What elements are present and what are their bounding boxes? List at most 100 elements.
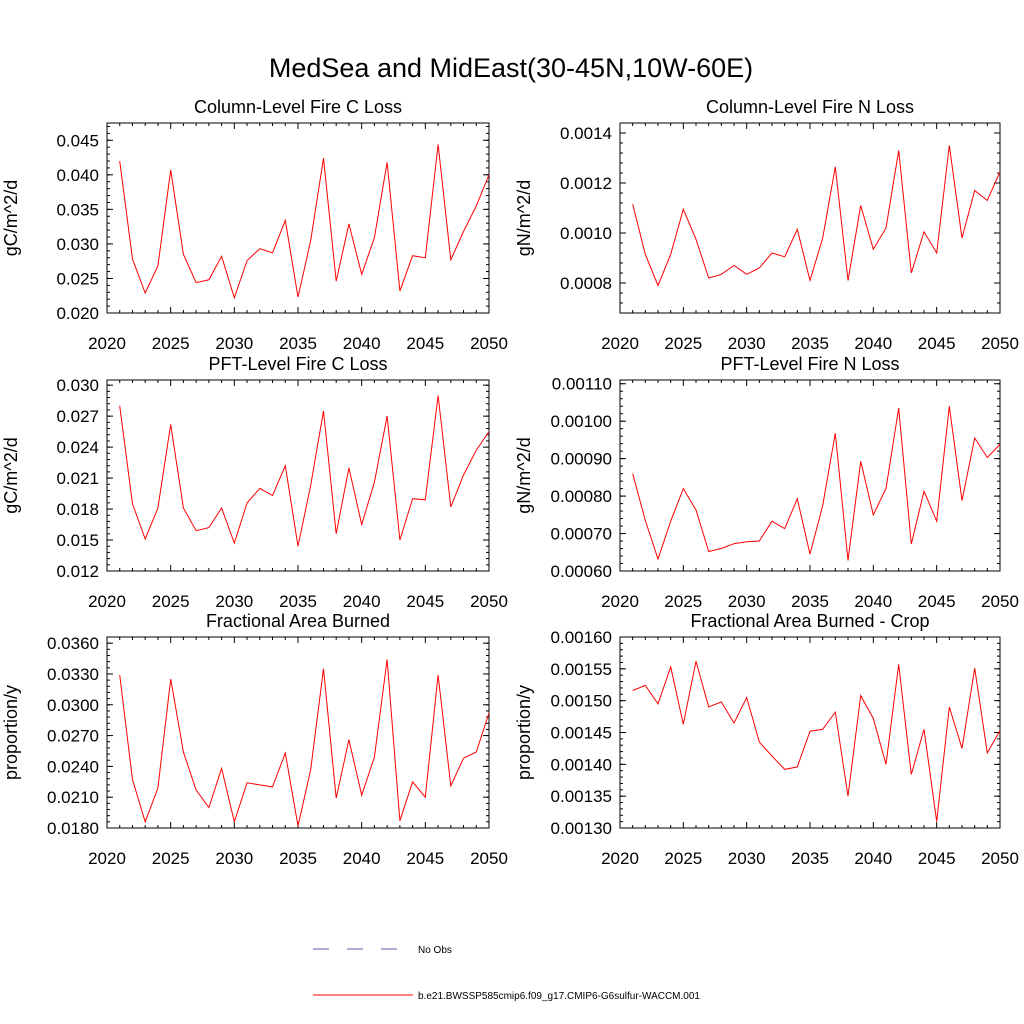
panel-title: Fractional Area Burned bbox=[206, 611, 390, 631]
y-tick-label: 0.0270 bbox=[47, 727, 99, 746]
x-tick-label: 2030 bbox=[728, 849, 766, 868]
y-tick-label: 0.00135 bbox=[551, 787, 612, 806]
x-tick-label: 2020 bbox=[88, 334, 126, 353]
x-tick-label: 2040 bbox=[343, 849, 381, 868]
legend-series-label: b.e21.BWSSP585cmip6.f09_g17.CMIP6-G6sulf… bbox=[418, 991, 700, 1002]
x-tick-label: 2020 bbox=[601, 334, 639, 353]
chart-panel-2: Column-Level Fire N Loss gN/m^2/d 2020 2025… bbox=[514, 97, 1019, 353]
x-tick-label: 2050 bbox=[981, 849, 1019, 868]
x-tick-label: 2035 bbox=[791, 592, 829, 611]
chart-panel-6: Fractional Area Burned - Crop proportion/… bbox=[514, 611, 1019, 868]
x-tick-label: 2040 bbox=[854, 592, 892, 611]
y-axis-label: gC/m^2/d bbox=[1, 180, 21, 256]
panel-title: Fractional Area Burned - Crop bbox=[690, 611, 929, 631]
x-tick-label: 2020 bbox=[88, 592, 126, 611]
panel-title: PFT-Level Fire C Loss bbox=[208, 354, 387, 374]
x-tick-label: 2040 bbox=[854, 849, 892, 868]
y-tick-label: 0.030 bbox=[56, 235, 99, 254]
plot-frame bbox=[619, 379, 1001, 572]
x-tick-label: 2025 bbox=[664, 592, 702, 611]
y-axis-label: gC/m^2/d bbox=[1, 437, 21, 513]
plot-frame bbox=[619, 122, 1001, 314]
y-axis-label: proportion/y bbox=[1, 685, 21, 780]
x-tick-label: 2045 bbox=[406, 592, 444, 611]
y-tick-label: 0.0240 bbox=[47, 757, 99, 776]
y-tick-label: 0.00145 bbox=[551, 724, 612, 743]
x-tick-label: 2025 bbox=[664, 849, 702, 868]
x-tick-label: 2030 bbox=[215, 334, 253, 353]
x-tick-label: 2025 bbox=[152, 592, 190, 611]
chart-panel-4: PFT-Level Fire N Loss gN/m^2/d 2020 2025 203… bbox=[514, 354, 1019, 611]
y-tick-label: 0.0010 bbox=[560, 224, 612, 243]
y-tick-label: 0.0180 bbox=[47, 819, 99, 838]
x-tick-label: 2035 bbox=[279, 592, 317, 611]
panel-title: PFT-Level Fire N Loss bbox=[720, 354, 899, 374]
y-tick-label: 0.020 bbox=[56, 304, 99, 323]
x-tick-label: 2045 bbox=[406, 334, 444, 353]
y-tick-label: 0.00155 bbox=[551, 660, 612, 679]
series-line-1 bbox=[632, 145, 1001, 287]
series-line-1 bbox=[119, 144, 490, 300]
x-tick-label: 2030 bbox=[728, 592, 766, 611]
y-axis-label: proportion/y bbox=[514, 685, 534, 780]
x-tick-label: 2045 bbox=[406, 849, 444, 868]
x-tick-label: 2045 bbox=[918, 849, 956, 868]
x-tick-label: 2035 bbox=[791, 334, 829, 353]
y-tick-label: 0.024 bbox=[56, 438, 99, 457]
x-tick-label: 2025 bbox=[152, 849, 190, 868]
y-tick-label: 0.021 bbox=[56, 469, 99, 488]
panel-title: Column-Level Fire C Loss bbox=[194, 97, 402, 117]
x-tick-label: 2050 bbox=[981, 592, 1019, 611]
x-tick-label: 2030 bbox=[215, 592, 253, 611]
x-tick-label: 2040 bbox=[343, 334, 381, 353]
y-tick-label: 0.00070 bbox=[551, 525, 612, 544]
series-line-1 bbox=[632, 661, 1001, 822]
y-tick-label: 0.0300 bbox=[47, 696, 99, 715]
y-tick-label: 0.030 bbox=[56, 376, 99, 395]
series-line-1 bbox=[119, 659, 490, 827]
x-tick-label: 2050 bbox=[470, 592, 508, 611]
y-tick-label: 0.00080 bbox=[551, 487, 612, 506]
x-tick-label: 2030 bbox=[215, 849, 253, 868]
y-axis-label: gN/m^2/d bbox=[514, 180, 534, 256]
y-tick-label: 0.00140 bbox=[551, 755, 612, 774]
y-tick-label: 0.00160 bbox=[551, 628, 612, 647]
x-tick-label: 2045 bbox=[918, 592, 956, 611]
y-tick-label: 0.00150 bbox=[551, 692, 612, 711]
x-tick-label: 2020 bbox=[88, 849, 126, 868]
y-tick-label: 0.0012 bbox=[560, 174, 612, 193]
x-tick-label: 2020 bbox=[601, 849, 639, 868]
y-tick-label: 0.035 bbox=[56, 200, 99, 219]
series-line-1 bbox=[632, 406, 1001, 561]
y-tick-label: 0.045 bbox=[56, 131, 99, 150]
chart-panel-5: Fractional Area Burned proportion/y 2020 20… bbox=[1, 611, 508, 868]
y-tick-label: 0.027 bbox=[56, 407, 99, 426]
y-tick-label: 0.00110 bbox=[552, 375, 612, 394]
x-tick-label: 2025 bbox=[152, 334, 190, 353]
chart-panel-3: PFT-Level Fire C Loss gC/m^2/d 2020 2025 203… bbox=[1, 354, 508, 611]
y-tick-label: 0.0014 bbox=[560, 124, 612, 143]
x-tick-label: 2045 bbox=[918, 334, 956, 353]
x-tick-label: 2050 bbox=[981, 334, 1019, 353]
x-tick-label: 2040 bbox=[343, 592, 381, 611]
y-tick-label: 0.015 bbox=[56, 531, 99, 550]
x-tick-label: 2035 bbox=[279, 334, 317, 353]
x-tick-label: 2035 bbox=[279, 849, 317, 868]
x-tick-label: 2030 bbox=[728, 334, 766, 353]
y-tick-label: 0.025 bbox=[56, 269, 99, 288]
y-axis-label: gN/m^2/d bbox=[514, 437, 534, 513]
x-tick-label: 2035 bbox=[791, 849, 829, 868]
y-tick-label: 0.040 bbox=[56, 166, 99, 185]
y-tick-label: 0.00130 bbox=[551, 819, 612, 838]
y-tick-label: 0.0360 bbox=[47, 634, 99, 653]
x-tick-label: 2050 bbox=[470, 849, 508, 868]
figure-title: MedSea and MidEast(30-45N,10W-60E) bbox=[269, 53, 753, 83]
series-line-1 bbox=[119, 395, 490, 547]
panels: Column-Level Fire C Loss gC/m^2/d 2020 2025… bbox=[1, 97, 1019, 868]
x-tick-label: 2025 bbox=[664, 334, 702, 353]
y-tick-label: 0.0330 bbox=[47, 665, 99, 684]
panel-title: Column-Level Fire N Loss bbox=[706, 97, 914, 117]
legend: No Obs b.e21.BWSSP585cmip6.f09_g17.CMIP6… bbox=[313, 945, 700, 1002]
x-tick-label: 2050 bbox=[470, 334, 508, 353]
